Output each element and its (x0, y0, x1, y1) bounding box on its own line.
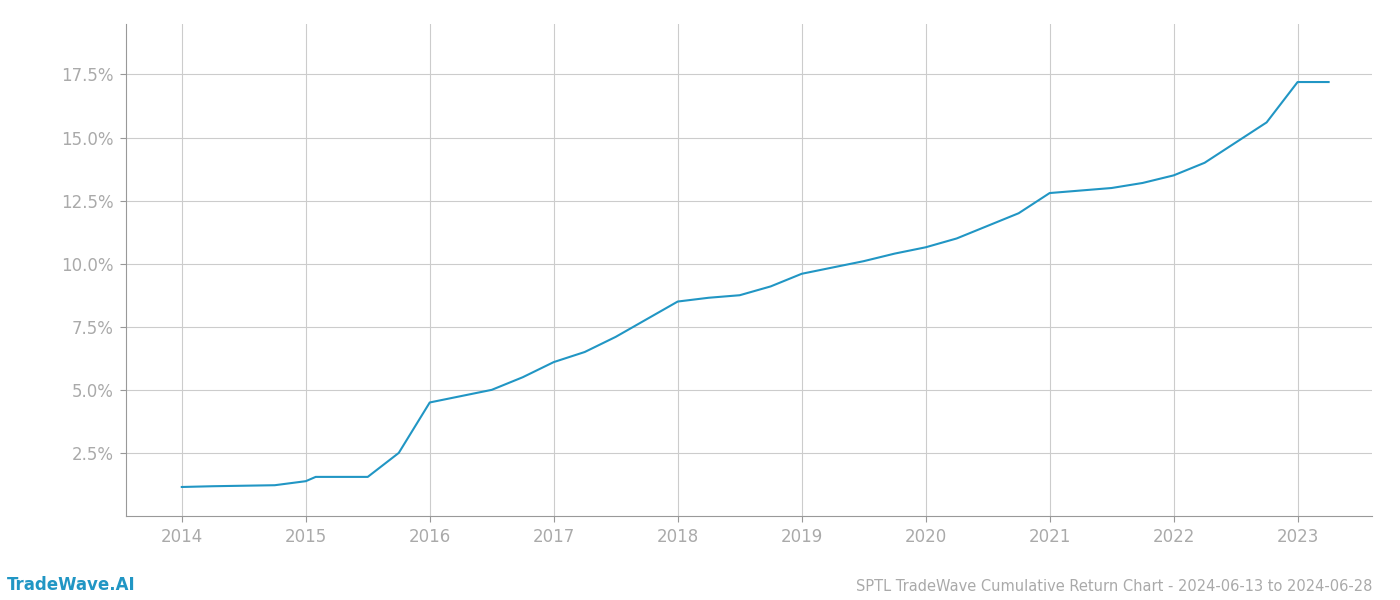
Text: SPTL TradeWave Cumulative Return Chart - 2024-06-13 to 2024-06-28: SPTL TradeWave Cumulative Return Chart -… (855, 579, 1372, 594)
Text: TradeWave.AI: TradeWave.AI (7, 576, 136, 594)
